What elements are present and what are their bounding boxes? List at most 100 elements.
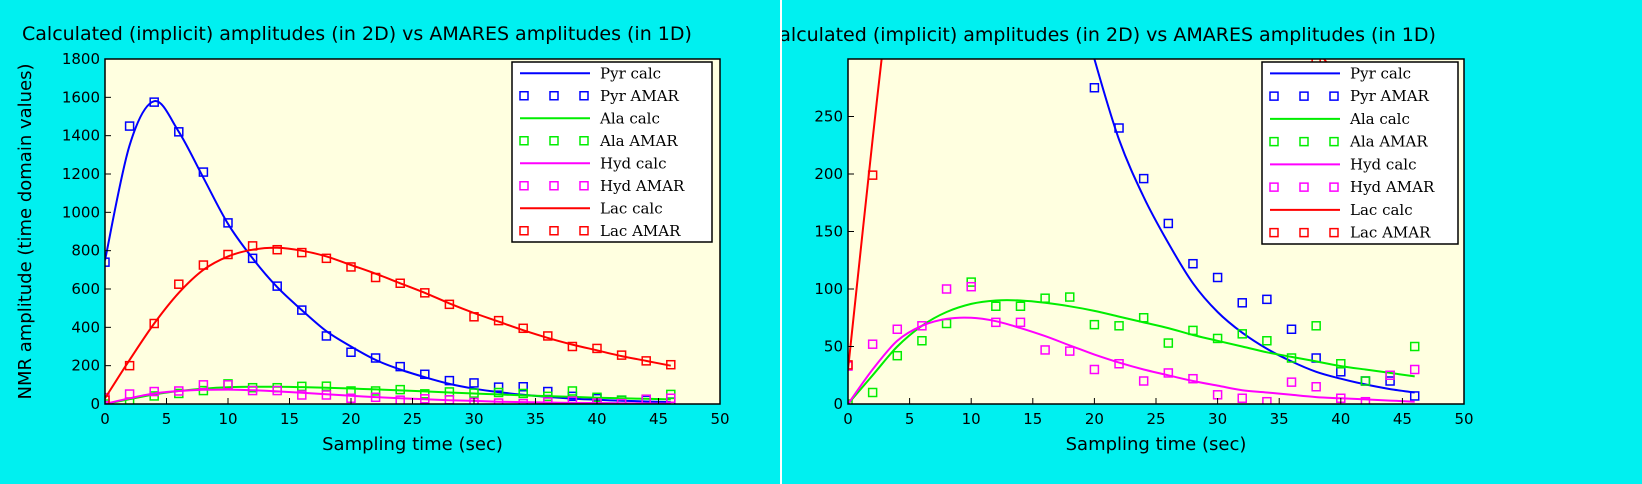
legend-swatch-ala-amar [519, 136, 529, 146]
data-point-ala-amar [543, 391, 553, 402]
y-tick-label: 1200 [62, 165, 100, 183]
data-point-pyr-amar [518, 382, 528, 392]
data-point-lac-amar [420, 288, 430, 298]
legend-label-hyd-calc: Hyd calc [1350, 155, 1416, 173]
data-point-pyr-amar [1385, 376, 1395, 386]
data-point-ala-amar [1262, 336, 1272, 346]
data-point-lac-amar [346, 262, 356, 272]
data-point-pyr-amar [105, 257, 110, 267]
data-point-hyd-amar [1089, 364, 1100, 375]
legend-label-ala-calc: Ala calc [599, 109, 660, 127]
data-point-lac-amar [567, 341, 578, 352]
x-tick-label: 5 [905, 410, 915, 428]
x-tick-label: 50 [710, 410, 729, 428]
data-point-ala-amar [420, 389, 430, 399]
legend-swatch-hyd-amar [1329, 182, 1339, 192]
legend-label-ala-calc: Ala calc [1349, 110, 1410, 128]
legend-label-hyd-calc: Hyd calc [600, 154, 666, 172]
data-layer [848, 59, 1420, 404]
data-point-hyd-amar [297, 390, 307, 400]
legend-label-pyr-amar: Pyr AMAR [1350, 87, 1430, 105]
data-point-lac-amar [321, 253, 332, 264]
data-point-hyd-amar [1360, 396, 1371, 404]
legend-swatch-lac-amar [519, 226, 529, 236]
y-tick-label: 0 [90, 395, 100, 413]
legend-swatch-pyr-amar [1269, 91, 1279, 101]
legend-swatch-hyd-amar [1299, 182, 1309, 192]
data-point-lac-amar [272, 244, 282, 255]
data-point-lac-amar [149, 318, 159, 329]
data-point-ala-amar [1138, 313, 1149, 323]
data-point-hyd-amar [149, 386, 159, 397]
data-point-pyr-amar [1237, 298, 1247, 308]
legend-label-lac-calc: Lac calc [1350, 201, 1413, 219]
legend-label-pyr-calc: Pyr calc [1350, 64, 1411, 82]
data-point-lac-amar [444, 299, 455, 310]
data-point-hyd-amar [370, 392, 381, 403]
data-point-hyd-amar [247, 385, 258, 396]
data-point-pyr-amar [198, 167, 209, 177]
legend-label-pyr-amar: Pyr AMAR [600, 87, 680, 105]
legend-swatch-pyr-amar [1299, 91, 1309, 101]
x-tick-label: 35 [526, 410, 545, 428]
data-point-ala-amar [1286, 353, 1297, 363]
data-point-lac-amar [848, 360, 853, 370]
series-line-ala-calc [848, 299, 1415, 404]
data-point-ala-amar [469, 388, 479, 398]
legend-label-lac-calc: Lac calc [600, 199, 663, 217]
data-point-ala-amar [567, 386, 578, 396]
data-point-lac-amar [198, 260, 209, 270]
data-point-pyr-amar [1163, 218, 1174, 229]
data-point-pyr-amar [346, 347, 356, 357]
data-point-ala-amar [493, 387, 504, 398]
data-point-pyr-amar [1188, 258, 1198, 269]
data-point-hyd-amar [198, 380, 209, 390]
y-tick-label: 0 [833, 395, 843, 413]
data-point-hyd-amar [174, 386, 184, 396]
legend-label-pyr-calc: Pyr calc [600, 64, 661, 82]
chart-title: Calculated (implicit) amplitudes (in 2D)… [22, 23, 692, 45]
data-point-lac-amar [867, 170, 878, 180]
data-point-hyd-amar [420, 394, 430, 404]
x-tick-label: 30 [1208, 410, 1227, 428]
y-tick-label: 1800 [62, 50, 100, 68]
x-tick-label: 25 [1146, 410, 1165, 428]
data-point-ala-amar [1212, 333, 1223, 344]
data-point-hyd-amar [966, 281, 976, 292]
data-point-ala-amar [1311, 321, 1321, 331]
data-point-hyd-amar [124, 389, 135, 399]
data-point-lac-amar [666, 359, 676, 370]
data-point-hyd-amar [1262, 396, 1272, 404]
data-point-hyd-amar [941, 284, 952, 294]
data-point-ala-amar [1040, 293, 1050, 303]
data-point-hyd-amar [395, 395, 405, 404]
legend-label-lac-amar: Lac AMAR [1350, 224, 1431, 242]
data-point-lac-amar [469, 312, 479, 322]
data-point-hyd-amar [1040, 345, 1050, 355]
data-point-hyd-amar [1163, 368, 1174, 378]
data-point-hyd-amar [493, 398, 504, 404]
x-tick-label: 40 [587, 410, 606, 428]
data-point-pyr-amar [469, 378, 479, 388]
series-line-pyr-calc [1093, 59, 1415, 394]
chart-title: Calculated (implicit) amplitudes (in 2D)… [782, 24, 1436, 46]
x-tick-label: 45 [649, 410, 668, 428]
data-point-hyd-amar [1237, 393, 1247, 403]
chart-panel-right: Calculated (implicit) amplitudes (in 2D)… [782, 0, 1642, 484]
data-point-pyr-amar [223, 218, 233, 228]
data-point-hyd-amar [567, 396, 578, 404]
y-tick-label: 800 [71, 242, 100, 260]
x-axis-label: Sampling time (sec) [322, 434, 503, 455]
data-point-hyd-amar [1385, 370, 1395, 380]
data-point-hyd-amar [1138, 376, 1149, 386]
data-point-pyr-amar [1286, 324, 1297, 334]
data-point-pyr-amar [1138, 173, 1149, 184]
y-tick-label: 1600 [62, 88, 100, 106]
data-point-ala-amar [1336, 359, 1346, 369]
x-tick-label: 40 [1331, 410, 1350, 428]
data-point-pyr-amar [124, 121, 135, 131]
legend-swatch-hyd-amar [579, 181, 589, 191]
data-point-hyd-amar [272, 385, 282, 396]
legend: Pyr calc Pyr AMAR Ala calc Ala AMAR Hyd calc… [1261, 61, 1459, 245]
data-point-pyr-amar [297, 305, 307, 315]
